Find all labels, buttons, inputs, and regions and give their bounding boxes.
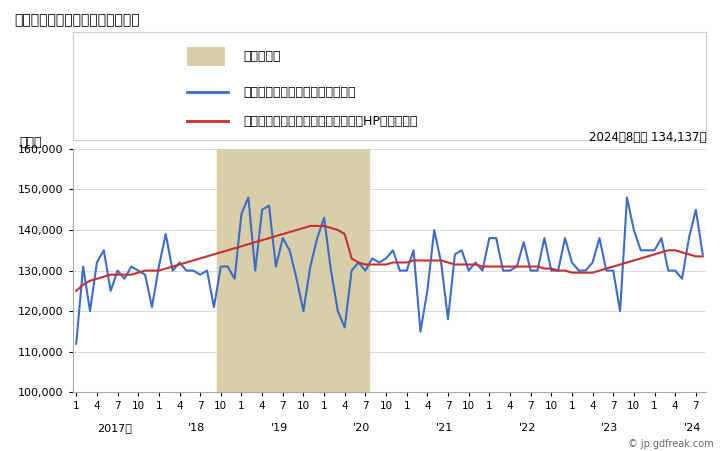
Text: '23: '23: [601, 423, 618, 433]
Text: '24: '24: [684, 423, 701, 433]
Text: '21: '21: [436, 423, 453, 433]
Text: '20: '20: [353, 423, 371, 433]
Text: パートタイム労働者の所定内給与: パートタイム労働者の所定内給与: [15, 14, 141, 28]
Text: '18: '18: [188, 423, 205, 433]
Text: ［円］: ［円］: [19, 136, 41, 149]
Text: '22: '22: [518, 423, 536, 433]
Bar: [218, 149, 369, 392]
Text: パートタイム労働者の所定内給与: パートタイム労働者の所定内給与: [244, 86, 356, 99]
Text: パートタイム労働者の所定内給与（HPフィルタ）: パートタイム労働者の所定内給与（HPフィルタ）: [244, 115, 418, 128]
Text: 2017年: 2017年: [97, 423, 132, 433]
FancyBboxPatch shape: [187, 47, 225, 66]
Text: 景気後退期: 景気後退期: [244, 50, 281, 63]
Text: 2024年8月： 134,137円: 2024年8月： 134,137円: [589, 131, 706, 144]
Text: '19: '19: [271, 423, 288, 433]
Text: © jp.gdfreak.com: © jp.gdfreak.com: [628, 439, 713, 449]
